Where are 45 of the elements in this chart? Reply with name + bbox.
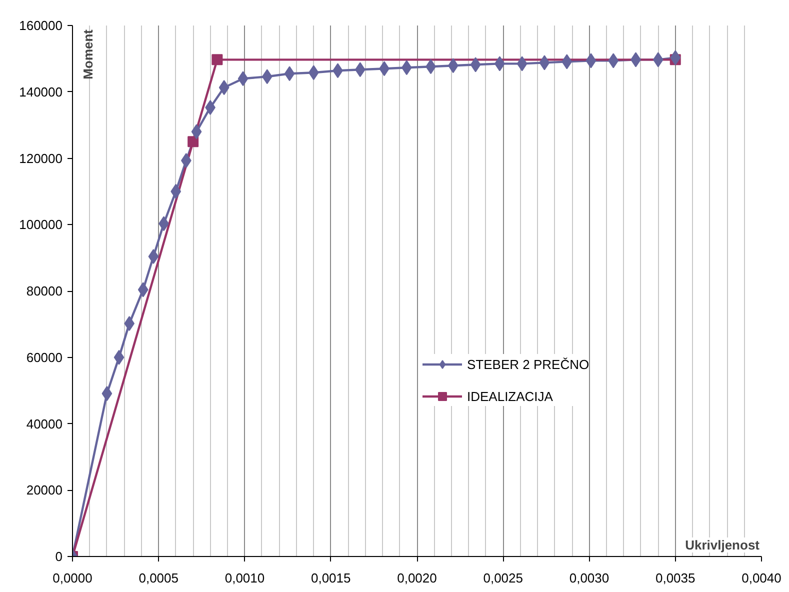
y-axis-title: Moment — [80, 28, 96, 80]
x-tick-label: 0,0035 — [655, 570, 696, 586]
point — [470, 57, 481, 72]
point — [586, 53, 596, 68]
y-tick-label: 20000 — [26, 482, 63, 498]
point — [102, 386, 112, 402]
point — [170, 184, 182, 199]
point — [191, 124, 202, 140]
point — [516, 56, 528, 72]
point — [308, 65, 319, 80]
x-axis-title: Ukrivljenost — [685, 538, 760, 552]
point — [212, 54, 223, 66]
y-tick-label: 120000 — [19, 150, 63, 166]
point — [114, 350, 124, 365]
point — [670, 50, 681, 66]
y-tick-label: 80000 — [26, 284, 63, 298]
y-tick-label: 60000 — [26, 350, 63, 365]
point — [284, 66, 295, 82]
point — [148, 248, 159, 264]
y-tick-label: 0 — [55, 549, 63, 564]
x-tick-label: 0,0040 — [742, 570, 782, 586]
point — [188, 136, 199, 148]
y-tick-label: 100000 — [19, 217, 63, 232]
x-tick-label: 0,0010 — [224, 570, 265, 586]
point — [262, 69, 272, 84]
y-tick-label: 40000 — [26, 416, 63, 432]
x-tick-label: 0,0020 — [397, 570, 437, 586]
x-tick-label: 0,0005 — [138, 570, 179, 586]
point — [124, 316, 135, 332]
y-tick-label: 140000 — [19, 84, 63, 100]
point — [539, 55, 550, 70]
x-tick-label: 0,0000 — [52, 570, 92, 586]
x-tick-label: 0,0025 — [483, 570, 524, 586]
point — [354, 62, 366, 78]
legend-label: IDEALIZACIJA — [467, 388, 553, 404]
x-tick-label: 0,0015 — [310, 570, 351, 586]
point — [218, 80, 230, 96]
point — [238, 71, 248, 86]
point — [562, 54, 572, 70]
point — [138, 282, 148, 298]
x-tick-label: 0,0030 — [569, 570, 610, 586]
point — [652, 52, 664, 68]
point — [608, 53, 619, 68]
legend-label: STEBER 2 PREČNO — [467, 356, 590, 372]
y-tick-label: 160000 — [19, 18, 63, 33]
